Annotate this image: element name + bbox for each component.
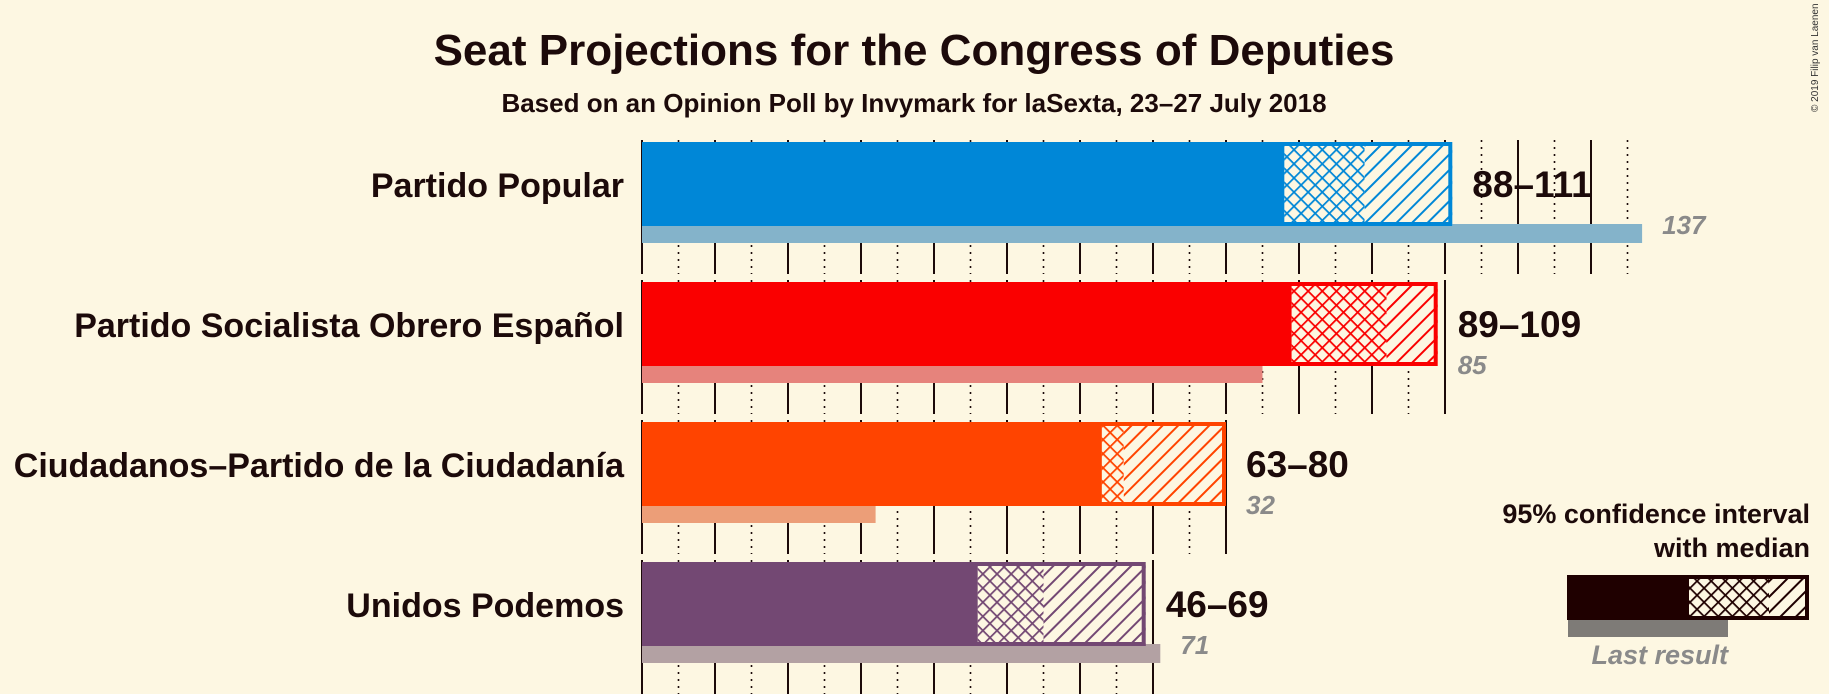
projection-bar (642, 562, 978, 646)
legend: 95% confidence interval with median Last… (1502, 499, 1810, 670)
legend-solid (1567, 575, 1689, 620)
legend-ci-label: 95% confidence interval (1502, 499, 1810, 529)
legend-outline (1567, 575, 1809, 620)
ci-lower-segment (1291, 282, 1387, 366)
chart-title: Seat Projections for the Congress of Dep… (434, 26, 1395, 75)
party-label: Partido Socialista Obrero Español (74, 307, 624, 345)
ci-lower-segment (977, 562, 1044, 646)
projection-bar (642, 282, 1292, 366)
last-result-bar (642, 224, 1643, 243)
last-result-bar (642, 364, 1263, 383)
bar-outline (642, 422, 1226, 506)
legend-diag (1769, 575, 1809, 620)
ci-upper-segment (1123, 422, 1226, 506)
last-result-label: 137 (1662, 210, 1707, 240)
ci-upper-segment (1364, 142, 1453, 226)
ci-upper-segment (1386, 282, 1438, 366)
range-label: 89–109 (1458, 304, 1581, 345)
last-result-bar (642, 504, 876, 523)
range-label: 63–80 (1246, 444, 1349, 485)
legend-median-label: with median (1653, 533, 1810, 563)
range-label: 46–69 (1166, 584, 1269, 625)
legend-last-bar (1568, 620, 1728, 637)
last-result-label: 32 (1246, 490, 1275, 520)
bar-outline (642, 562, 1146, 646)
party-label: Ciudadanos–Partido de la Ciudadanía (14, 447, 625, 485)
last-result-label: 71 (1180, 630, 1209, 660)
legend-swatch (1567, 575, 1809, 637)
last-result-bar (642, 644, 1161, 663)
ci-upper-segment (1043, 562, 1146, 646)
ci-lower-segment (1101, 422, 1124, 506)
projection-bar (642, 422, 1102, 506)
party-label: Unidos Podemos (346, 587, 624, 625)
plot-area: Partido Popular 88–111 137 Partido Socialis… (14, 140, 1707, 694)
chart-subtitle: Based on an Opinion Poll by Invymark for… (501, 88, 1326, 118)
bar-outline (642, 142, 1453, 226)
last-result-label: 85 (1458, 350, 1487, 380)
bar-outline (642, 282, 1438, 366)
legend-cross (1689, 575, 1769, 620)
ci-lower-segment (1284, 142, 1365, 226)
copyright-note: © 2019 Filip van Laenen (1810, 3, 1821, 112)
projection-bar (642, 142, 1285, 226)
legend-last-result-label: Last result (1591, 640, 1729, 670)
range-label: 88–111 (1472, 164, 1591, 205)
party-label: Partido Popular (371, 167, 624, 205)
